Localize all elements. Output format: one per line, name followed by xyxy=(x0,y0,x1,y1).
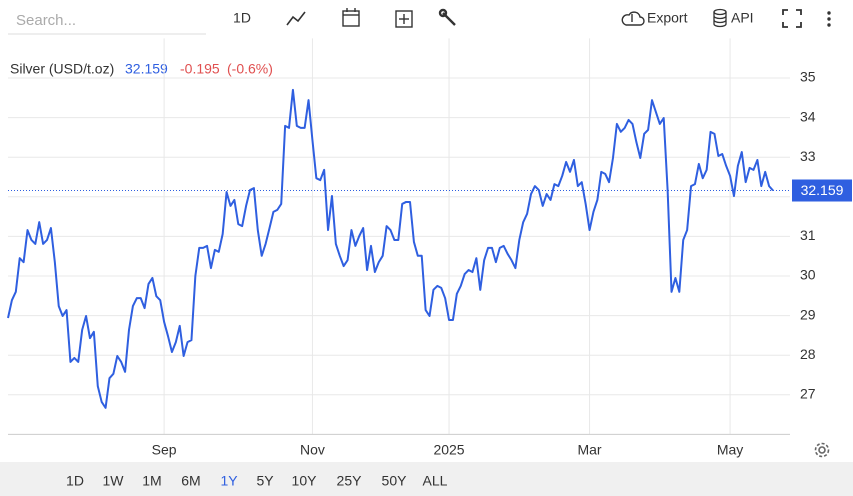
range-button[interactable]: 1W xyxy=(103,473,125,489)
price-line xyxy=(7,88,774,409)
y-tick-label: 31 xyxy=(800,227,816,243)
calendar-icon[interactable] xyxy=(342,8,360,27)
y-tick-label: 28 xyxy=(800,346,816,362)
range-bar xyxy=(0,462,853,496)
y-tick-label: 35 xyxy=(800,69,816,85)
api-icon[interactable] xyxy=(713,8,727,28)
range-button[interactable]: 1M xyxy=(142,473,161,489)
range-button[interactable]: 1Y xyxy=(220,473,238,489)
search-input[interactable]: Search... xyxy=(16,12,76,29)
x-tick-label: 2025 xyxy=(433,442,464,458)
tools-icon[interactable] xyxy=(438,8,456,26)
y-tick-label: 34 xyxy=(800,108,816,124)
export-button[interactable]: Export xyxy=(647,10,688,26)
range-button[interactable]: 50Y xyxy=(382,473,408,489)
y-tick-label: 29 xyxy=(800,306,816,322)
x-tick-label: Nov xyxy=(300,442,325,458)
range-button[interactable]: 10Y xyxy=(292,473,318,489)
chart-type-icon[interactable] xyxy=(286,11,306,26)
api-button[interactable]: API xyxy=(731,10,754,26)
last-price-tag xyxy=(792,179,852,202)
y-tick-label: 33 xyxy=(800,148,816,164)
last-price-tag-label: 32.159 xyxy=(801,182,844,198)
menu-icon[interactable] xyxy=(827,11,831,27)
range-button[interactable]: 1D xyxy=(66,473,84,489)
settings-icon[interactable] xyxy=(814,442,830,458)
instrument-name: Silver (USD/t.oz) xyxy=(10,61,114,77)
price-change-pct: (-0.6%) xyxy=(227,61,273,77)
add-indicator-icon[interactable] xyxy=(395,10,413,28)
x-tick-label: Mar xyxy=(577,442,601,458)
x-tick-label: Sep xyxy=(152,442,177,458)
x-tick-label: May xyxy=(717,442,743,458)
interval-button[interactable]: 1D xyxy=(233,10,251,26)
range-button[interactable]: ALL xyxy=(423,473,448,489)
range-button[interactable]: 5Y xyxy=(256,473,274,489)
export-icon[interactable] xyxy=(621,11,645,26)
range-button[interactable]: 25Y xyxy=(337,473,363,489)
range-button[interactable]: 6M xyxy=(181,473,200,489)
fullscreen-icon[interactable] xyxy=(782,9,802,28)
price-change: -0.195 xyxy=(180,61,220,77)
y-tick-label: 30 xyxy=(800,267,816,283)
last-price: 32.159 xyxy=(125,61,168,77)
y-tick-label: 27 xyxy=(800,386,816,402)
